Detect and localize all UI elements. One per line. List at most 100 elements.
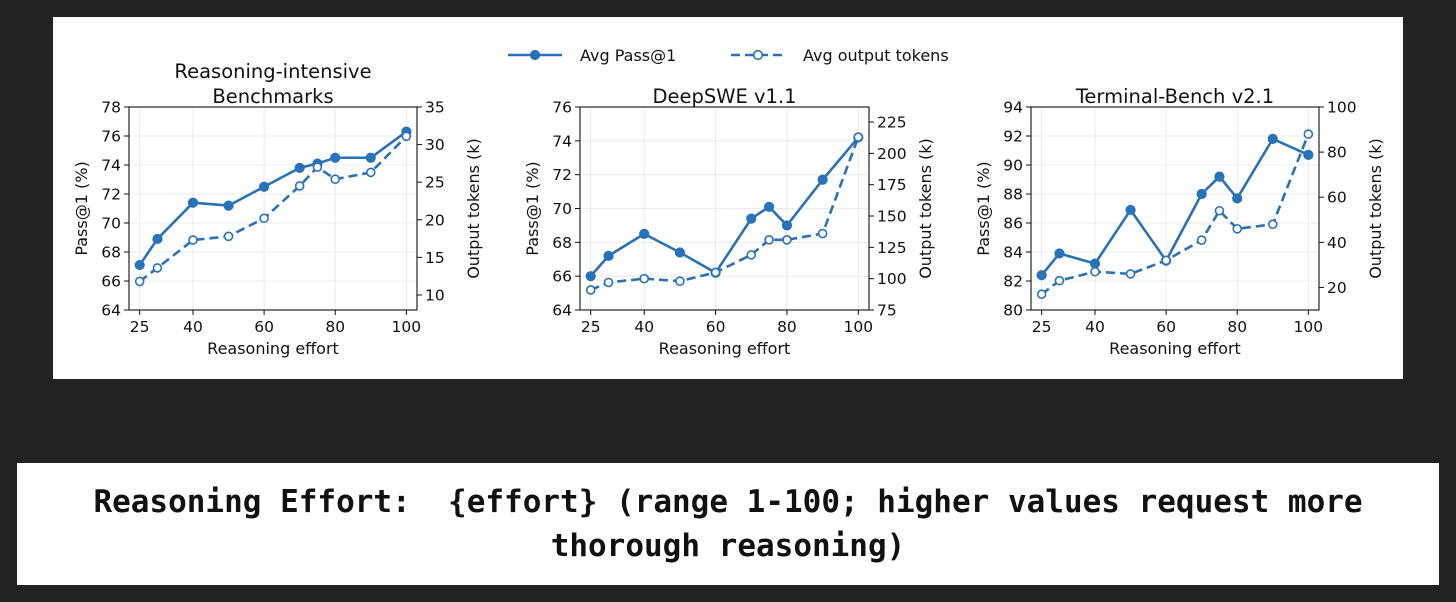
series-line-pass-at-1 (1040, 137, 1309, 277)
point-pass-at-1 (294, 162, 305, 173)
y2-axis-label: Output tokens (k) (464, 138, 483, 279)
y-tick-label: 84 (1003, 244, 1023, 262)
point-output-tokens (639, 273, 650, 284)
point-pass-at-1 (763, 201, 775, 212)
point-output-tokens (188, 235, 198, 245)
y-tick-label: 72 (101, 186, 121, 204)
y2-tick-label: 175 (877, 176, 907, 194)
point-pass-at-1 (817, 174, 828, 185)
legend-label-1: Avg Pass@1 (580, 46, 676, 65)
point-output-tokens (1267, 219, 1278, 230)
caption-text: Reasoning Effort: {effort} (range 1-100;… (93, 484, 1382, 564)
y-tick-label: 94 (1003, 99, 1023, 117)
x-tick-label: 25 (130, 318, 150, 336)
x-tick-label: 40 (183, 318, 203, 336)
legend-marker-2 (752, 49, 764, 61)
series-line-output-tokens (1040, 133, 1310, 296)
y-tick-label: 80 (1003, 302, 1023, 320)
point-output-tokens (585, 285, 596, 295)
x-tick-label: 80 (777, 318, 797, 336)
point-pass-at-1 (259, 181, 270, 192)
point-output-tokens (312, 162, 323, 172)
point-output-tokens (1303, 129, 1314, 139)
caption-panel: Reasoning Effort: {effort} (range 1-100;… (17, 463, 1439, 585)
point-output-tokens (1090, 266, 1100, 277)
y2-tick-label: 150 (877, 208, 907, 226)
y-tick-label: 70 (552, 200, 572, 218)
point-output-tokens (294, 181, 305, 191)
y-tick-label: 66 (552, 268, 572, 286)
point-pass-at-1 (152, 233, 163, 245)
y-tick-label: 66 (101, 273, 121, 291)
y-tick-label: 78 (101, 99, 121, 117)
y2-tick-label: 40 (1327, 234, 1347, 252)
y2-tick-label: 10 (425, 286, 445, 304)
y-tick-label: 82 (1003, 273, 1023, 291)
y2-tick-label: 200 (877, 145, 907, 163)
point-output-tokens (817, 228, 828, 239)
y-tick-label: 86 (1003, 215, 1023, 233)
x-tick-label: 60 (254, 318, 274, 336)
point-pass-at-1 (1054, 248, 1065, 259)
series-line-output-tokens (138, 135, 408, 283)
point-output-tokens (1214, 205, 1225, 216)
x-tick-label: 25 (581, 318, 601, 336)
y2-tick-label: 20 (425, 211, 445, 229)
x-tick-label: 60 (706, 318, 726, 336)
y2-tick-label: 20 (1327, 279, 1347, 297)
x-axis-label: Reasoning effort (207, 339, 339, 358)
point-output-tokens (134, 276, 145, 287)
point-output-tokens (1196, 235, 1207, 245)
point-pass-at-1 (1089, 258, 1101, 269)
y-tick-label: 76 (552, 99, 572, 117)
y2-tick-label: 15 (425, 249, 445, 267)
y2-tick-label: 100 (877, 270, 907, 288)
point-pass-at-1 (1267, 133, 1278, 144)
x-tick-label: 80 (1227, 318, 1247, 336)
chart-1: 25 40 60 80 100 64 66 68 70 72 74 76 78 10 15 20 25 30 35 R… (72, 60, 483, 358)
y-tick-label: 74 (101, 157, 121, 175)
y-tick-label: 90 (1003, 157, 1023, 175)
x-tick-label: 25 (1032, 318, 1052, 336)
legend-marker-1 (529, 49, 541, 61)
y-tick-label: 68 (101, 244, 121, 262)
point-pass-at-1 (134, 259, 145, 271)
legend: Avg Pass@1 Avg output tokens (508, 46, 949, 65)
x-tick-label: 100 (392, 318, 422, 336)
x-tick-label: 100 (1294, 318, 1324, 336)
point-pass-at-1 (781, 220, 793, 231)
point-pass-at-1 (1232, 193, 1243, 204)
point-output-tokens (853, 132, 864, 142)
axes-frame (128, 106, 418, 311)
chart-title: DeepSWE v1.1 (652, 85, 796, 108)
point-output-tokens (365, 167, 376, 178)
x-tick-label: 60 (1156, 318, 1176, 336)
point-output-tokens (330, 174, 341, 184)
y2-tick-label: 30 (425, 136, 445, 154)
chart-title: Terminal-Bench v2.1 (1075, 85, 1274, 108)
point-output-tokens (675, 276, 685, 286)
x-tick-label: 40 (634, 318, 654, 336)
y-tick-label: 88 (1003, 186, 1023, 204)
legend-label-2: Avg output tokens (803, 46, 949, 65)
point-pass-at-1 (1196, 188, 1207, 200)
chart-title: Benchmarks (212, 85, 333, 108)
y-tick-label: 70 (101, 215, 121, 233)
y2-tick-label: 35 (425, 99, 445, 117)
y2-tick-label: 125 (877, 239, 907, 257)
point-output-tokens (401, 131, 412, 142)
y-tick-label: 74 (552, 132, 572, 150)
y2-tick-label: 100 (1327, 99, 1357, 117)
point-pass-at-1 (1214, 171, 1225, 182)
y2-tick-label: 60 (1327, 189, 1347, 207)
point-pass-at-1 (1036, 270, 1047, 281)
point-pass-at-1 (603, 250, 614, 261)
chart-3: 25 40 60 80 100 80 82 84 86 88 90 92 94 20 40 60 80 100 Re… (974, 85, 1385, 358)
y-tick-label: 76 (101, 128, 121, 146)
y2-tick-label: 225 (877, 114, 907, 132)
figure-svg: 25 40 60 80 100 64 66 68 70 72 74 76 78 10 15 20 25 30 35 R… (72, 46, 1385, 358)
y-tick-label: 64 (101, 302, 121, 320)
x-tick-label: 80 (325, 318, 345, 336)
point-output-tokens (259, 213, 269, 224)
y-tick-label: 72 (552, 166, 572, 184)
